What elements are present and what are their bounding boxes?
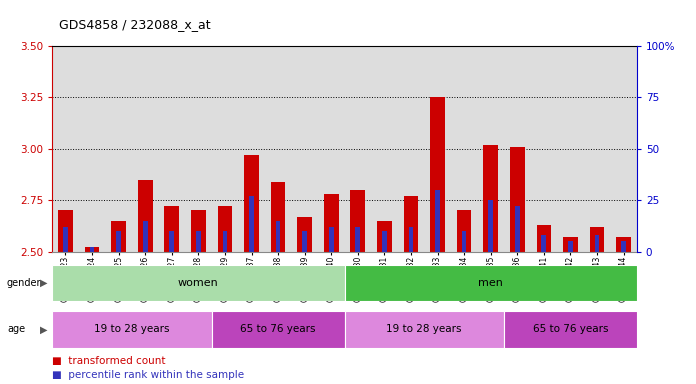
Bar bbox=[504, 46, 530, 252]
Bar bbox=[169, 231, 174, 252]
Bar bbox=[264, 46, 292, 252]
Bar bbox=[159, 46, 185, 252]
Bar bbox=[297, 217, 312, 252]
Bar bbox=[345, 265, 637, 301]
Bar bbox=[52, 46, 79, 252]
Bar bbox=[397, 46, 425, 252]
Text: ■  percentile rank within the sample: ■ percentile rank within the sample bbox=[52, 370, 244, 380]
Bar bbox=[515, 206, 520, 252]
Bar bbox=[318, 46, 345, 252]
Text: 19 to 28 years: 19 to 28 years bbox=[94, 324, 170, 334]
Bar bbox=[63, 227, 68, 252]
Bar bbox=[377, 221, 392, 252]
Text: gender: gender bbox=[7, 278, 42, 288]
Bar bbox=[435, 190, 440, 252]
Bar bbox=[116, 231, 121, 252]
Text: 19 to 28 years: 19 to 28 years bbox=[386, 324, 462, 334]
Bar bbox=[590, 227, 604, 252]
Bar bbox=[584, 46, 610, 252]
Bar bbox=[276, 221, 280, 252]
Bar bbox=[249, 196, 254, 252]
Bar bbox=[238, 46, 264, 252]
Bar bbox=[185, 46, 212, 252]
Text: ▶: ▶ bbox=[40, 278, 47, 288]
Bar bbox=[79, 46, 105, 252]
Bar bbox=[541, 235, 546, 252]
Bar bbox=[351, 190, 365, 252]
Text: 65 to 76 years: 65 to 76 years bbox=[240, 324, 316, 334]
Bar bbox=[52, 311, 212, 348]
Bar bbox=[90, 247, 95, 252]
Bar bbox=[105, 46, 132, 252]
Text: age: age bbox=[7, 324, 25, 334]
Bar bbox=[345, 46, 371, 252]
Bar bbox=[616, 237, 631, 252]
Bar bbox=[132, 46, 159, 252]
Bar bbox=[457, 210, 471, 252]
Text: GDS4858 / 232088_x_at: GDS4858 / 232088_x_at bbox=[59, 18, 211, 31]
Bar bbox=[510, 147, 525, 252]
Bar bbox=[302, 231, 307, 252]
Bar bbox=[85, 247, 100, 252]
Bar bbox=[196, 231, 200, 252]
Bar bbox=[489, 200, 493, 252]
Bar bbox=[371, 46, 397, 252]
Bar bbox=[218, 206, 232, 252]
Bar bbox=[212, 46, 238, 252]
Text: women: women bbox=[178, 278, 219, 288]
Bar bbox=[568, 241, 573, 252]
Bar bbox=[271, 182, 285, 252]
Bar bbox=[111, 221, 126, 252]
Bar bbox=[477, 46, 504, 252]
Bar bbox=[461, 231, 466, 252]
Bar bbox=[223, 231, 228, 252]
Bar bbox=[622, 241, 626, 252]
Text: ■  transformed count: ■ transformed count bbox=[52, 356, 166, 366]
Bar bbox=[212, 311, 345, 348]
Bar bbox=[409, 227, 413, 252]
Bar bbox=[430, 98, 445, 252]
Bar bbox=[382, 231, 387, 252]
Bar bbox=[164, 206, 179, 252]
Bar bbox=[504, 311, 637, 348]
Bar bbox=[324, 194, 338, 252]
Bar bbox=[191, 210, 205, 252]
Bar bbox=[537, 225, 551, 252]
Bar bbox=[356, 227, 360, 252]
Bar bbox=[610, 46, 637, 252]
Text: men: men bbox=[478, 278, 503, 288]
Bar bbox=[563, 237, 578, 252]
Bar bbox=[594, 235, 599, 252]
Bar bbox=[52, 265, 345, 301]
Text: 65 to 76 years: 65 to 76 years bbox=[532, 324, 608, 334]
Bar bbox=[329, 227, 333, 252]
Text: ▶: ▶ bbox=[40, 324, 47, 334]
Bar bbox=[404, 196, 418, 252]
Bar bbox=[143, 221, 148, 252]
Bar bbox=[345, 311, 504, 348]
Bar bbox=[244, 155, 259, 252]
Bar bbox=[58, 210, 73, 252]
Bar bbox=[451, 46, 477, 252]
Bar bbox=[530, 46, 557, 252]
Bar bbox=[292, 46, 318, 252]
Bar bbox=[557, 46, 584, 252]
Bar bbox=[483, 145, 498, 252]
Bar bbox=[425, 46, 451, 252]
Bar bbox=[138, 180, 152, 252]
